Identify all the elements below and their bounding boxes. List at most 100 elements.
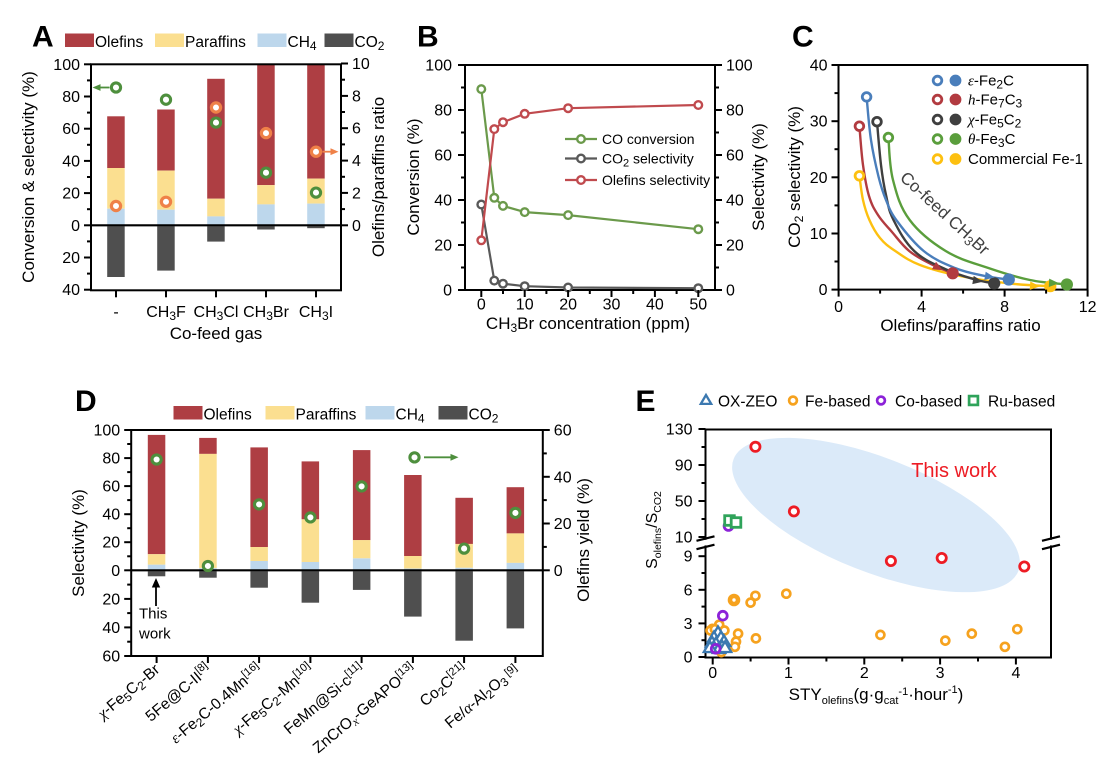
svg-text:θ-Fe3C: θ-Fe3C bbox=[968, 131, 1016, 150]
svg-text:50: 50 bbox=[689, 297, 707, 314]
svg-text:60: 60 bbox=[62, 121, 80, 138]
svg-text:This work: This work bbox=[911, 460, 998, 482]
svg-text:Commercial Fe-1: Commercial Fe-1 bbox=[968, 151, 1083, 168]
svg-text:1: 1 bbox=[784, 665, 793, 682]
svg-text:40: 40 bbox=[554, 469, 572, 486]
svg-text:CO conversion: CO conversion bbox=[602, 131, 695, 147]
svg-text:8: 8 bbox=[1000, 299, 1009, 316]
svg-text:10: 10 bbox=[810, 226, 828, 243]
svg-text:4: 4 bbox=[917, 299, 926, 316]
svg-text:0: 0 bbox=[352, 218, 361, 235]
svg-text:CH3F: CH3F bbox=[146, 304, 186, 323]
svg-text:30: 30 bbox=[603, 297, 621, 314]
svg-text:12: 12 bbox=[1079, 299, 1097, 316]
svg-text:E: E bbox=[636, 385, 656, 418]
svg-text:20: 20 bbox=[62, 250, 80, 267]
svg-text:0: 0 bbox=[443, 283, 452, 300]
svg-text:D: D bbox=[75, 385, 97, 418]
svg-text:4: 4 bbox=[1011, 665, 1020, 682]
svg-text:CO2: CO2 bbox=[469, 407, 499, 426]
svg-text:C: C bbox=[792, 21, 814, 54]
svg-text:20: 20 bbox=[554, 516, 572, 533]
svg-text:60: 60 bbox=[554, 423, 572, 440]
svg-text:Co-feed gas: Co-feed gas bbox=[170, 324, 263, 343]
svg-text:80: 80 bbox=[62, 89, 80, 106]
svg-text:0: 0 bbox=[684, 650, 693, 667]
svg-text:Olefins: Olefins bbox=[95, 34, 143, 51]
svg-text:Selectivity (%): Selectivity (%) bbox=[749, 123, 768, 231]
svg-text:Olefins/paraffins ratio: Olefins/paraffins ratio bbox=[880, 316, 1040, 335]
svg-text:100: 100 bbox=[93, 423, 120, 440]
svg-text:B: B bbox=[417, 21, 439, 54]
svg-text:Selectivity (%): Selectivity (%) bbox=[69, 489, 88, 597]
svg-text:Paraffins: Paraffins bbox=[296, 407, 357, 424]
svg-text:0: 0 bbox=[71, 218, 80, 235]
svg-text:Olefins/paraffins ratio: Olefins/paraffins ratio bbox=[369, 97, 388, 257]
svg-text:χ-Fe5C2: χ-Fe5C2 bbox=[966, 112, 1022, 131]
svg-text:100: 100 bbox=[726, 58, 753, 75]
svg-text:50: 50 bbox=[675, 494, 693, 511]
svg-text:6: 6 bbox=[352, 121, 361, 138]
svg-text:0: 0 bbox=[708, 665, 717, 682]
svg-text:Ru-based: Ru-based bbox=[988, 394, 1055, 411]
svg-text:8: 8 bbox=[352, 88, 361, 105]
svg-text:130: 130 bbox=[666, 422, 693, 439]
svg-text:A: A bbox=[32, 21, 54, 54]
svg-text:6: 6 bbox=[684, 582, 693, 599]
svg-text:80: 80 bbox=[434, 103, 452, 120]
svg-text:h-Fe7C3: h-Fe7C3 bbox=[968, 92, 1023, 111]
svg-text:-: - bbox=[113, 304, 118, 321]
svg-text:20: 20 bbox=[102, 591, 120, 608]
svg-text:10: 10 bbox=[516, 297, 534, 314]
svg-text:ε-Fe2C: ε-Fe2C bbox=[968, 73, 1014, 92]
svg-text:100: 100 bbox=[53, 57, 80, 74]
svg-text:Conversion & selectivity (%): Conversion & selectivity (%) bbox=[19, 71, 38, 283]
svg-text:60: 60 bbox=[102, 649, 120, 666]
svg-text:40: 40 bbox=[810, 58, 828, 75]
svg-text:Paraffins: Paraffins bbox=[185, 34, 246, 51]
svg-text:0: 0 bbox=[819, 282, 828, 299]
svg-text:90: 90 bbox=[675, 458, 693, 475]
svg-text:Olefins: Olefins bbox=[204, 407, 252, 424]
svg-text:CO2 selectivity (%): CO2 selectivity (%) bbox=[785, 106, 806, 248]
svg-text:CO2: CO2 bbox=[355, 34, 385, 53]
svg-text:40: 40 bbox=[726, 193, 744, 210]
svg-text:40: 40 bbox=[62, 153, 80, 170]
svg-text:3: 3 bbox=[684, 616, 693, 633]
svg-text:10: 10 bbox=[675, 530, 693, 547]
svg-text:0: 0 bbox=[834, 299, 843, 316]
svg-text:40: 40 bbox=[102, 507, 120, 524]
svg-text:2: 2 bbox=[860, 665, 869, 682]
svg-text:CH3Br: CH3Br bbox=[243, 304, 289, 323]
svg-text:CH3Cl: CH3Cl bbox=[194, 304, 239, 323]
svg-text:4: 4 bbox=[352, 153, 361, 170]
svg-text:20: 20 bbox=[102, 535, 120, 552]
svg-text:10: 10 bbox=[352, 56, 370, 73]
svg-text:0: 0 bbox=[554, 563, 563, 580]
svg-text:3: 3 bbox=[936, 665, 945, 682]
svg-text:40: 40 bbox=[434, 193, 452, 210]
svg-text:STYolefins(g·gcat-1·hour-1): STYolefins(g·gcat-1·hour-1) bbox=[789, 684, 964, 707]
svg-text:60: 60 bbox=[434, 148, 452, 165]
svg-text:This: This bbox=[139, 606, 167, 623]
svg-text:80: 80 bbox=[102, 451, 120, 468]
svg-text:2: 2 bbox=[352, 185, 361, 202]
svg-text:Olefins yield (%): Olefins yield (%) bbox=[574, 478, 593, 602]
svg-text:Co-based: Co-based bbox=[895, 394, 962, 411]
svg-text:0: 0 bbox=[477, 297, 486, 314]
svg-text:30: 30 bbox=[810, 114, 828, 131]
svg-text:60: 60 bbox=[102, 479, 120, 496]
svg-text:80: 80 bbox=[726, 103, 744, 120]
svg-text:20: 20 bbox=[810, 170, 828, 187]
svg-text:60: 60 bbox=[726, 148, 744, 165]
svg-text:40: 40 bbox=[102, 620, 120, 637]
svg-text:OX-ZEO: OX-ZEO bbox=[718, 394, 777, 411]
svg-text:0: 0 bbox=[111, 563, 120, 580]
svg-text:CH4: CH4 bbox=[396, 407, 425, 426]
svg-text:Olefins selectivity: Olefins selectivity bbox=[602, 172, 710, 188]
svg-text:0: 0 bbox=[726, 283, 735, 300]
svg-text:CH4: CH4 bbox=[288, 34, 317, 53]
svg-text:20: 20 bbox=[434, 238, 452, 255]
svg-text:CH3I: CH3I bbox=[299, 304, 333, 323]
svg-text:Fe-based: Fe-based bbox=[805, 394, 870, 411]
